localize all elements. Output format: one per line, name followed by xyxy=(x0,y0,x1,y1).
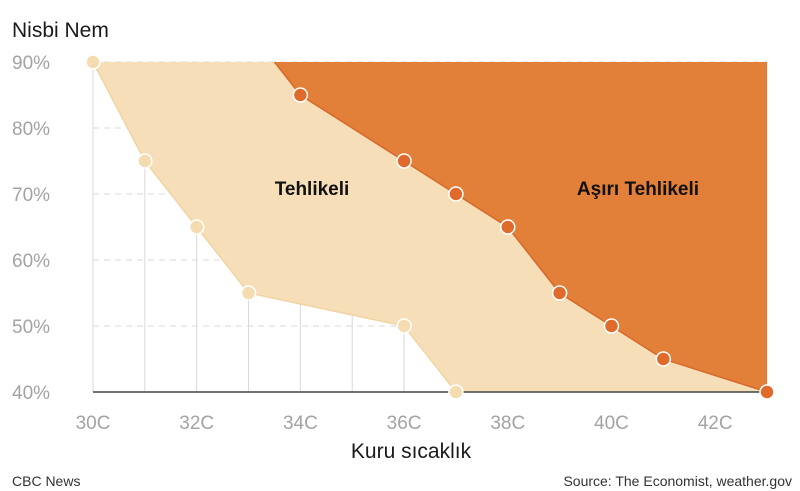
footer-credit: CBC News xyxy=(12,473,80,489)
y-axis-label: Nisbi Nem xyxy=(12,19,109,42)
footer-source: Source: The Economist, weather.gov xyxy=(563,473,792,489)
area-asiri-tehlikeli xyxy=(274,62,767,392)
data-point-tehlikeli xyxy=(448,384,464,400)
x-tick-label: 42C xyxy=(698,413,733,434)
data-point-asiri-tehlikeli xyxy=(396,153,412,169)
x-tick-label: 40C xyxy=(594,413,629,434)
data-point-asiri-tehlikeli xyxy=(655,351,672,367)
data-point-asiri-tehlikeli xyxy=(551,285,568,301)
area-tehlikeli xyxy=(93,62,767,392)
data-point-tehlikeli xyxy=(240,285,257,301)
x-tick-label: 38C xyxy=(490,413,525,434)
x-tick-label: 30C xyxy=(76,413,111,434)
x-tick-label: 36C xyxy=(387,413,422,434)
data-point-asiri-tehlikeli xyxy=(603,318,620,334)
y-tick-label: 70% xyxy=(12,185,50,206)
data-point-tehlikeli xyxy=(396,318,412,334)
areas xyxy=(92,61,768,393)
region-label-tehlikeli: Tehlikeli xyxy=(275,179,350,200)
data-point-asiri-tehlikeli xyxy=(759,384,775,400)
y-tick-label: 40% xyxy=(12,383,50,404)
data-point-tehlikeli xyxy=(85,54,101,70)
x-tick-label: 34C xyxy=(283,413,318,434)
x-tick-label: 32C xyxy=(179,413,214,434)
boundary-line-tehlikeli xyxy=(92,61,457,393)
data-point-asiri-tehlikeli xyxy=(448,186,464,202)
data-point-tehlikeli xyxy=(137,153,153,169)
region-label-asiri-tehlikeli: Aşırı Tehlikeli xyxy=(577,179,699,200)
data-point-tehlikeli xyxy=(188,219,205,235)
y-tick-label: 50% xyxy=(12,317,50,338)
y-tick-label: 60% xyxy=(12,251,50,272)
data-point-asiri-tehlikeli xyxy=(292,87,309,103)
x-axis-label: Kuru sıcaklık xyxy=(351,440,472,463)
y-tick-label: 90% xyxy=(12,53,50,74)
y-tick-label: 80% xyxy=(12,119,50,140)
markers xyxy=(85,54,775,400)
data-point-asiri-tehlikeli xyxy=(500,219,516,235)
ticks: 40% 50% 60% 70% 80% 90% 30C 32C 34C 36C 38C 40C 42C xyxy=(12,53,733,434)
